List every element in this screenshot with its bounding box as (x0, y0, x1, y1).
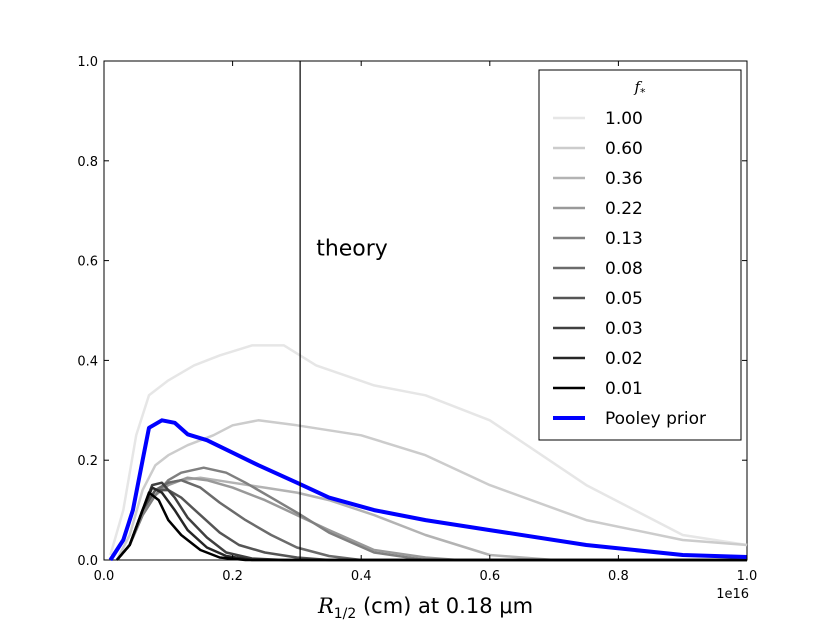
legend-label-6: 0.05 (605, 289, 643, 309)
legend-label-3: 0.22 (605, 199, 643, 219)
series-line-1 (115, 419, 748, 561)
series-lines (108, 344, 748, 562)
x-tick-label-2: 0.4 (351, 569, 372, 584)
y-tick-label-5: 1.0 (77, 55, 98, 70)
y-tick-label-0: 0.0 (77, 554, 98, 569)
legend-label-9: 0.01 (605, 379, 643, 399)
x-tick-label-5: 1.0 (737, 569, 758, 584)
series-line-9 (115, 491, 747, 562)
legend-title: f* (633, 78, 646, 99)
series-line-4 (115, 466, 747, 562)
legend-label-7: 0.03 (605, 319, 643, 339)
x-axis-label: R1/2 (cm) at 0.18 μm (317, 594, 533, 622)
x-axis-label-symbol: R (317, 594, 334, 618)
x-axis-label-text: (cm) at 0.18 μm (356, 594, 533, 618)
series-line-0 (109, 344, 748, 556)
legend-title-star: * (640, 86, 646, 99)
legend-label-10: Pooley prior (605, 409, 706, 429)
x-tick-label-4: 0.8 (608, 569, 629, 584)
x-axis-label-subscript: 1/2 (334, 606, 357, 622)
y-tick-label-2: 0.4 (77, 354, 98, 369)
tick-labels: 0.0 0.2 0.4 0.6 0.8 1.0 0.0 0.2 0.4 0.6 0.8 1.0 (77, 55, 757, 584)
x-tick-label-1: 0.2 (222, 569, 243, 584)
legend-label-1: 0.60 (605, 139, 643, 159)
x-tick-label-3: 0.6 (479, 569, 500, 584)
y-tick-label-4: 0.8 (77, 155, 98, 170)
x-tick-label-0: 0.0 (94, 569, 115, 584)
theory-annotation: theory (316, 237, 388, 262)
legend-label-4: 0.13 (605, 229, 643, 249)
legend-title-f: f (633, 78, 642, 96)
y-tick-label-3: 0.6 (77, 255, 98, 270)
plot-area: theory (103, 60, 748, 562)
legend-label-8: 0.02 (605, 349, 643, 369)
series-line-10 (108, 418, 748, 562)
legend-label-2: 0.36 (605, 169, 643, 189)
legend-box (538, 69, 742, 441)
axis-ticks (103, 60, 748, 561)
legend-label-5: 0.08 (605, 259, 643, 279)
y-tick-label-1: 0.2 (77, 454, 98, 469)
legend-items: 1.00 0.60 0.36 0.22 0.13 0.08 0.05 0.03 0.02 0.01… (553, 109, 706, 429)
legend: f* 1.00 0.60 0.36 0.22 0.13 0.08 0.05 0.03 0.02 0… (538, 69, 742, 441)
legend-label-0: 1.00 (605, 109, 643, 129)
x-axis-offset-text: 1e16 (716, 587, 749, 602)
